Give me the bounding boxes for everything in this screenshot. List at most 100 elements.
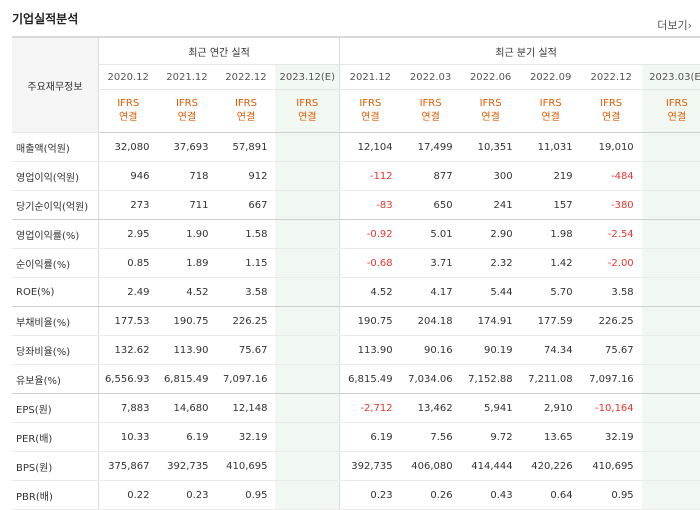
table-cell: 392,735 [339,451,401,481]
table-cell: 32,080 [98,132,158,162]
table-cell [275,132,341,162]
table-row: 유보율(%) 6,556.93 6,815.49 7,097.16 6,815.49 7,… [12,364,700,394]
table-cell: 718 [157,161,217,191]
table-cell: 5,941 [460,393,521,423]
period-header: 2022.09 [520,64,581,90]
table-cell [641,364,700,394]
table-cell: 0.95 [216,480,276,510]
ifrs-line2: 연결 [481,112,500,123]
table-cell [275,335,341,365]
ifrs-line2: 연결 [667,112,687,123]
table-cell [275,277,341,307]
table-cell [641,480,700,510]
table-cell [641,277,700,307]
ifrs-label: IFRS 연결 [275,89,341,133]
table-cell [275,306,341,336]
ifrs-line1: IFRS [175,98,198,109]
table-cell: 3.71 [400,248,461,278]
table-cell: 2.49 [98,277,158,307]
table-cell: 2.32 [460,248,521,278]
period-header: 2022.12 [580,64,642,90]
annual-header: 최근 연간 실적 [98,37,341,65]
table-cell: 414,444 [460,451,521,481]
table-cell: 392,735 [157,451,217,481]
table-cell: -83 [339,190,401,220]
row-label: 당기순이익(억원) [12,190,99,220]
row-label: EPS(원) [12,393,99,423]
table-cell: 32.19 [216,422,276,452]
table-cell: 14,680 [157,393,217,423]
ifrs-line2: 연결 [119,112,138,123]
table-cell: 4.17 [400,277,461,307]
table-cell [275,248,341,278]
table-cell: 190.75 [157,306,217,336]
table-cell: 6.19 [339,422,401,452]
table-cell: 4.52 [339,277,401,307]
table-cell: 1.15 [216,248,276,278]
table-cell [275,161,341,191]
table-row: 부채비율(%) 177.53 190.75 226.25 190.75 204.18 174… [12,306,700,336]
table-cell: -2.00 [580,248,642,278]
table-cell [641,161,700,191]
ifrs-line1: IFRS [600,98,623,109]
table-cell [641,335,700,365]
table-cell: 12,148 [216,393,276,423]
table-cell: 7.56 [400,422,461,452]
table-cell [641,422,700,452]
ifrs-line2: 연결 [361,112,380,123]
table-cell [641,132,700,162]
row-label: BPS(원) [12,451,99,481]
table-cell: -380 [580,190,642,220]
table-cell: 375,867 [98,451,158,481]
more-link-label: 더보기 [657,19,688,32]
ifrs-label: IFRS 연결 [641,89,700,133]
ifrs-line1: IFRS [479,98,502,109]
row-label: PBR(배) [12,480,99,510]
row-label: 영업이익(억원) [12,161,99,191]
ifrs-label: IFRS 연결 [157,89,217,133]
table-cell: 912 [216,161,276,191]
table-cell: 57,891 [216,132,276,162]
table-cell: 219 [520,161,581,191]
ifrs-label: IFRS 연결 [216,89,276,133]
table-cell: -484 [580,161,642,191]
table-row: PER(배) 10.33 6.19 32.19 6.19 7.56 9.72 13.65 32.… [12,422,700,452]
ifrs-line1: IFRS [359,98,382,109]
table-cell: 0.26 [400,480,461,510]
table-cell [641,190,700,220]
table-row: 영업이익률(%) 2.95 1.90 1.58 -0.92 5.01 2.90 1.98 -2.… [12,219,700,249]
table-cell: 300 [460,161,521,191]
table-row: EPS(원) 7,883 14,680 12,148 -2,712 13,462 5,941… [12,393,700,423]
ifrs-line1: IFRS [234,98,257,109]
table-row: PBR(배) 0.22 0.23 0.95 0.23 0.26 0.43 0.64 0.95 [12,480,700,510]
table-cell: 7,152.88 [460,364,521,394]
table-cell: 74.34 [520,335,581,365]
table-cell: 877 [400,161,461,191]
ifrs-line1: IFRS [419,98,442,109]
table-cell: 9.72 [460,422,521,452]
table-cell: 7,034.06 [400,364,461,394]
table-cell: 226.25 [216,306,276,336]
table-row: 순이익률(%) 0.85 1.89 1.15 -0.68 3.71 2.32 1.42 -2.0… [12,248,700,278]
ifrs-line1: IFRS [296,98,319,109]
table-cell: 10,351 [460,132,521,162]
table-cell: 0.43 [460,480,521,510]
period-header: 2022.06 [460,64,521,90]
table-cell [641,248,700,278]
table-cell: 4.52 [157,277,217,307]
table-cell: 6,556.93 [98,364,158,394]
table-cell: 177.53 [98,306,158,336]
table-cell: 1.98 [520,219,581,249]
table-cell: 177.59 [520,306,581,336]
period-header: 2023.03(E) [641,64,700,90]
table-cell [275,480,341,510]
period-header: 2023.12(E) [275,64,341,90]
section-title: 기업실적분석 [12,12,79,26]
table-cell: 2.90 [460,219,521,249]
more-link[interactable]: 더보기› [657,17,692,33]
table-cell: -0.68 [339,248,401,278]
row-label: 유보율(%) [12,364,99,394]
quarter-header: 최근 분기 실적 [339,37,700,65]
table-cell: 190.75 [339,306,401,336]
table-cell: 75.67 [216,335,276,365]
